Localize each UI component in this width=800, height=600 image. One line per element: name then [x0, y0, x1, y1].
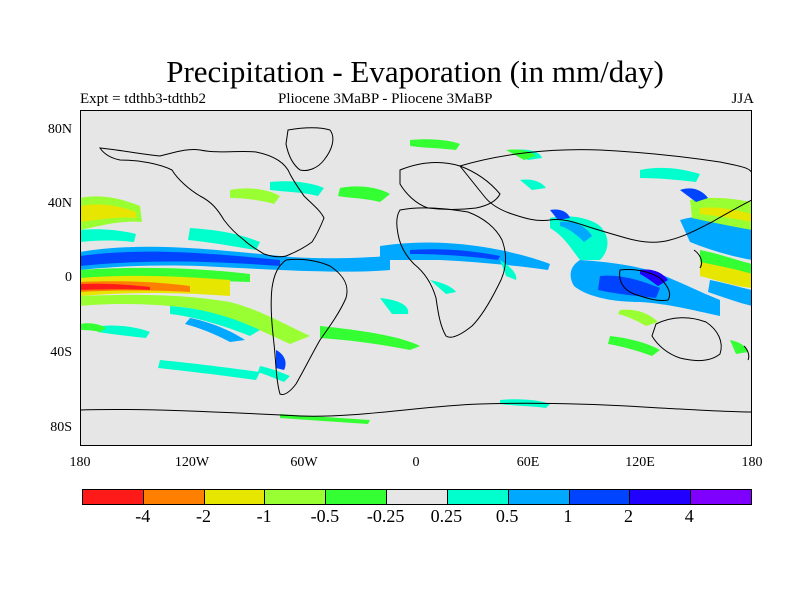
lon-label-180e: 180 [741, 455, 763, 470]
lat-label-0: 0 [65, 270, 72, 285]
coast-japan [693, 249, 703, 269]
coast-south-america [270, 258, 348, 395]
colorbar-swatch [265, 490, 327, 504]
colorbar-swatch [691, 490, 751, 504]
season-label: JJA [731, 91, 754, 107]
coast-north-america [98, 147, 325, 258]
colorbar-label: -4 [135, 506, 151, 526]
colorbar-swatch [326, 490, 388, 504]
colorbar-label: -0.5 [310, 506, 340, 526]
field-pacific [80, 196, 390, 344]
lon-label-60e: 60E [516, 455, 540, 470]
colorbar-label: 0.5 [495, 506, 519, 526]
lon-label-120w: 120W [174, 455, 210, 470]
map-panel [80, 110, 752, 446]
coast-greenland [285, 127, 334, 171]
coast-australia [651, 317, 722, 362]
coast-antarctica [80, 402, 752, 417]
coast-africa [396, 207, 506, 338]
map-svg [80, 110, 752, 446]
coast-maritime-continent [619, 269, 671, 301]
colorbar-label: -0.25 [366, 506, 405, 526]
colorbar-swatch [569, 490, 631, 504]
lon-label-180w: 180 [69, 455, 91, 470]
coast-new-zealand [743, 345, 750, 361]
colorbar-label: 0.25 [430, 506, 463, 526]
colorbar-label: -1 [256, 506, 272, 526]
colorbar-swatch [508, 490, 570, 504]
lat-label-80n: 80N [47, 122, 72, 137]
coast-europe [399, 162, 501, 210]
colorbar-swatch [630, 490, 692, 504]
field-atlantic [230, 139, 550, 382]
lat-label-40n: 40N [47, 196, 72, 211]
lon-label-0: 0 [412, 455, 420, 470]
period-label: Pliocene 3MaBP - Pliocene 3MaBP [278, 91, 493, 107]
colorbar-swatch [204, 490, 266, 504]
field-indo-pacific [506, 149, 752, 356]
colorbar [82, 489, 752, 505]
colorbar-label: 1 [563, 506, 573, 526]
colorbar-swatch [143, 490, 205, 504]
experiment-label: Expt = tdthb3-tdthb2 [80, 91, 206, 107]
lat-label-40s: 40S [50, 345, 72, 360]
chart-title: Precipitation - Evaporation (in mm/day) [166, 54, 664, 89]
colorbar-swatch [387, 490, 448, 504]
coastlines [80, 127, 752, 417]
colorbar-swatch [447, 490, 509, 504]
lat-label-80s: 80S [50, 420, 72, 435]
lon-label-120e: 120E [625, 455, 655, 470]
colorbar-label: -2 [195, 506, 211, 526]
map-border [80, 110, 752, 446]
coast-asia [459, 149, 752, 243]
colorbar-label: 2 [624, 506, 634, 526]
colorbar-swatch [83, 490, 144, 504]
colorbar-label: 4 [684, 506, 694, 526]
lon-label-60w: 60W [290, 455, 318, 470]
